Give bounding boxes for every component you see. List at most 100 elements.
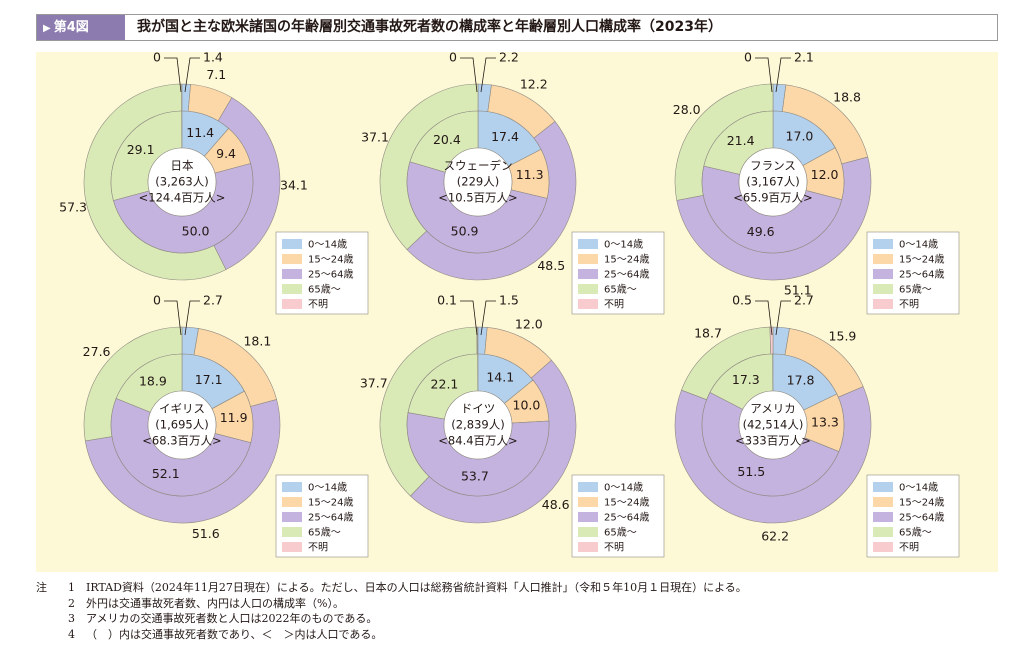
callout-line [164,57,182,93]
inner-slice-label: 17.0 [786,129,814,144]
death-count: (229人) [457,175,499,189]
legend-swatch [578,269,598,279]
outer-slice-label: 28.0 [673,102,701,117]
death-count: (3,167人) [746,175,799,189]
country-name: イギリス [159,402,205,416]
legend-label: 15〜24歳 [308,254,353,266]
callout-line [164,300,182,336]
population: <10.5百万人> [438,191,517,205]
legend-swatch [873,497,893,507]
donut-hole [738,147,808,217]
legend-swatch [578,299,598,309]
outer-slice-label: 15.9 [829,329,857,344]
inner-slice-label: 50.9 [451,224,479,239]
callout-line [755,300,773,336]
legend-label: 0〜14歳 [899,239,938,251]
death-count: (1,695人) [155,418,208,432]
inner-slice-label: 20.4 [433,132,461,147]
inner-slice-label: 14.1 [486,370,514,385]
legend-label: 0〜14歳 [308,239,347,251]
legend-swatch [282,284,302,294]
callout-right-value: 2.7 [794,293,814,308]
donut-chart [674,300,960,558]
legend-swatch [578,512,598,522]
outer-slice-label: 18.8 [833,89,861,104]
outer-slice-label: 7.1 [206,67,226,82]
outer-slice-label: 18.1 [243,334,271,349]
legend-swatch [873,482,893,492]
legend-label: 65歳〜 [604,284,637,296]
donut-chart [83,57,369,315]
population: <65.9百万人> [733,191,812,205]
note-row: 3 アメリカの交通事故死者数と人口は2022年のものである。 [36,611,747,627]
death-count: (3,263人) [155,175,208,189]
legend-label: 65歳〜 [308,284,341,296]
donut-hole [738,390,808,460]
inner-slice-label: 9.4 [216,146,236,161]
outer-slice-label: 27.6 [83,344,111,359]
inner-slice-label: 17.4 [491,129,519,144]
inner-slice-label: 13.3 [811,415,839,430]
callout-left-value: 0 [153,293,161,308]
population: <84.4百万人> [438,434,517,448]
legend-swatch [578,527,598,537]
inner-slice-label: 17.1 [195,372,223,387]
note-number: 2 [68,596,75,610]
inner-slice-label: 22.1 [431,377,459,392]
legend-label: 65歳〜 [899,284,932,296]
legend-swatch [873,284,893,294]
inner-slice-label: 17.8 [787,372,815,387]
note-number: 3 [68,612,75,626]
note-mark: 注 [36,581,47,594]
legend-label: 不明 [604,299,624,311]
outer-slice-label: 12.2 [520,76,548,91]
legend-label: 0〜14歳 [604,239,643,251]
legend-swatch [873,299,893,309]
inner-slice-label: 21.4 [727,133,755,148]
legend-swatch [578,482,598,492]
callout-line [184,57,200,93]
note-number: 1 [68,581,75,594]
legend-swatch [282,482,302,492]
legend-label: 25〜64歳 [899,269,944,281]
legend-swatch [578,284,598,294]
outer-slice-label: 48.6 [542,497,570,512]
callout-right-value: 1.4 [203,52,223,65]
outer-slice-label: 57.3 [59,200,87,215]
outer-slice-label: 51.6 [192,526,220,541]
chart-panel: 7.1 34.1 57.3 11.4 9.4 50.0 29.1 日本 (3,263人) <124… [36,50,998,572]
triangle-icon: ▶ [43,23,51,34]
country-name: スウェーデン [444,159,513,173]
country-name: ドイツ [461,402,496,416]
legend-swatch [282,512,302,522]
inner-slice-label: 11.3 [516,167,544,182]
legend-swatch [282,254,302,264]
population: <333百万人> [735,434,811,448]
legend-swatch [873,239,893,249]
country-name: 日本 [171,159,194,173]
outer-slice-label: 51.1 [784,283,812,298]
callout-left-value: 0 [449,52,457,65]
inner-slice-label: 12.0 [811,167,839,182]
legend-label: 15〜24歳 [604,497,649,509]
country-name: アメリカ [750,402,795,416]
donut-hole [443,390,513,460]
legend-swatch [873,527,893,537]
note-number: 4 [68,627,75,641]
legend-swatch [873,269,893,279]
donut-charts: 7.1 34.1 57.3 11.49.4 50.0 29.1 日本 (3,263人) <124… [59,50,960,558]
figure-number: 第4図 [53,20,89,35]
note-row: 4 （ ）内は交通事故死者数であり、＜ ＞内は人口である。 [36,627,747,643]
outer-slice-label: 12.0 [515,317,543,332]
callout-line [755,57,773,93]
inner-slice-label: 11.4 [186,125,214,140]
legend-label: 15〜24歳 [604,254,649,266]
legend-swatch [578,542,598,552]
legend-label: 15〜24歳 [899,254,944,266]
legend-swatch [873,254,893,264]
note-text: IRTAD資料（2024年11月27日現在）による。ただし、日本の人口は総務省統… [86,581,747,594]
legend-label: 65歳〜 [899,527,932,539]
legend-swatch [578,239,598,249]
note-row: 注 1 IRTAD資料（2024年11月27日現在）による。ただし、日本の人口は総務… [36,580,747,596]
legend-label: 不明 [308,299,328,311]
